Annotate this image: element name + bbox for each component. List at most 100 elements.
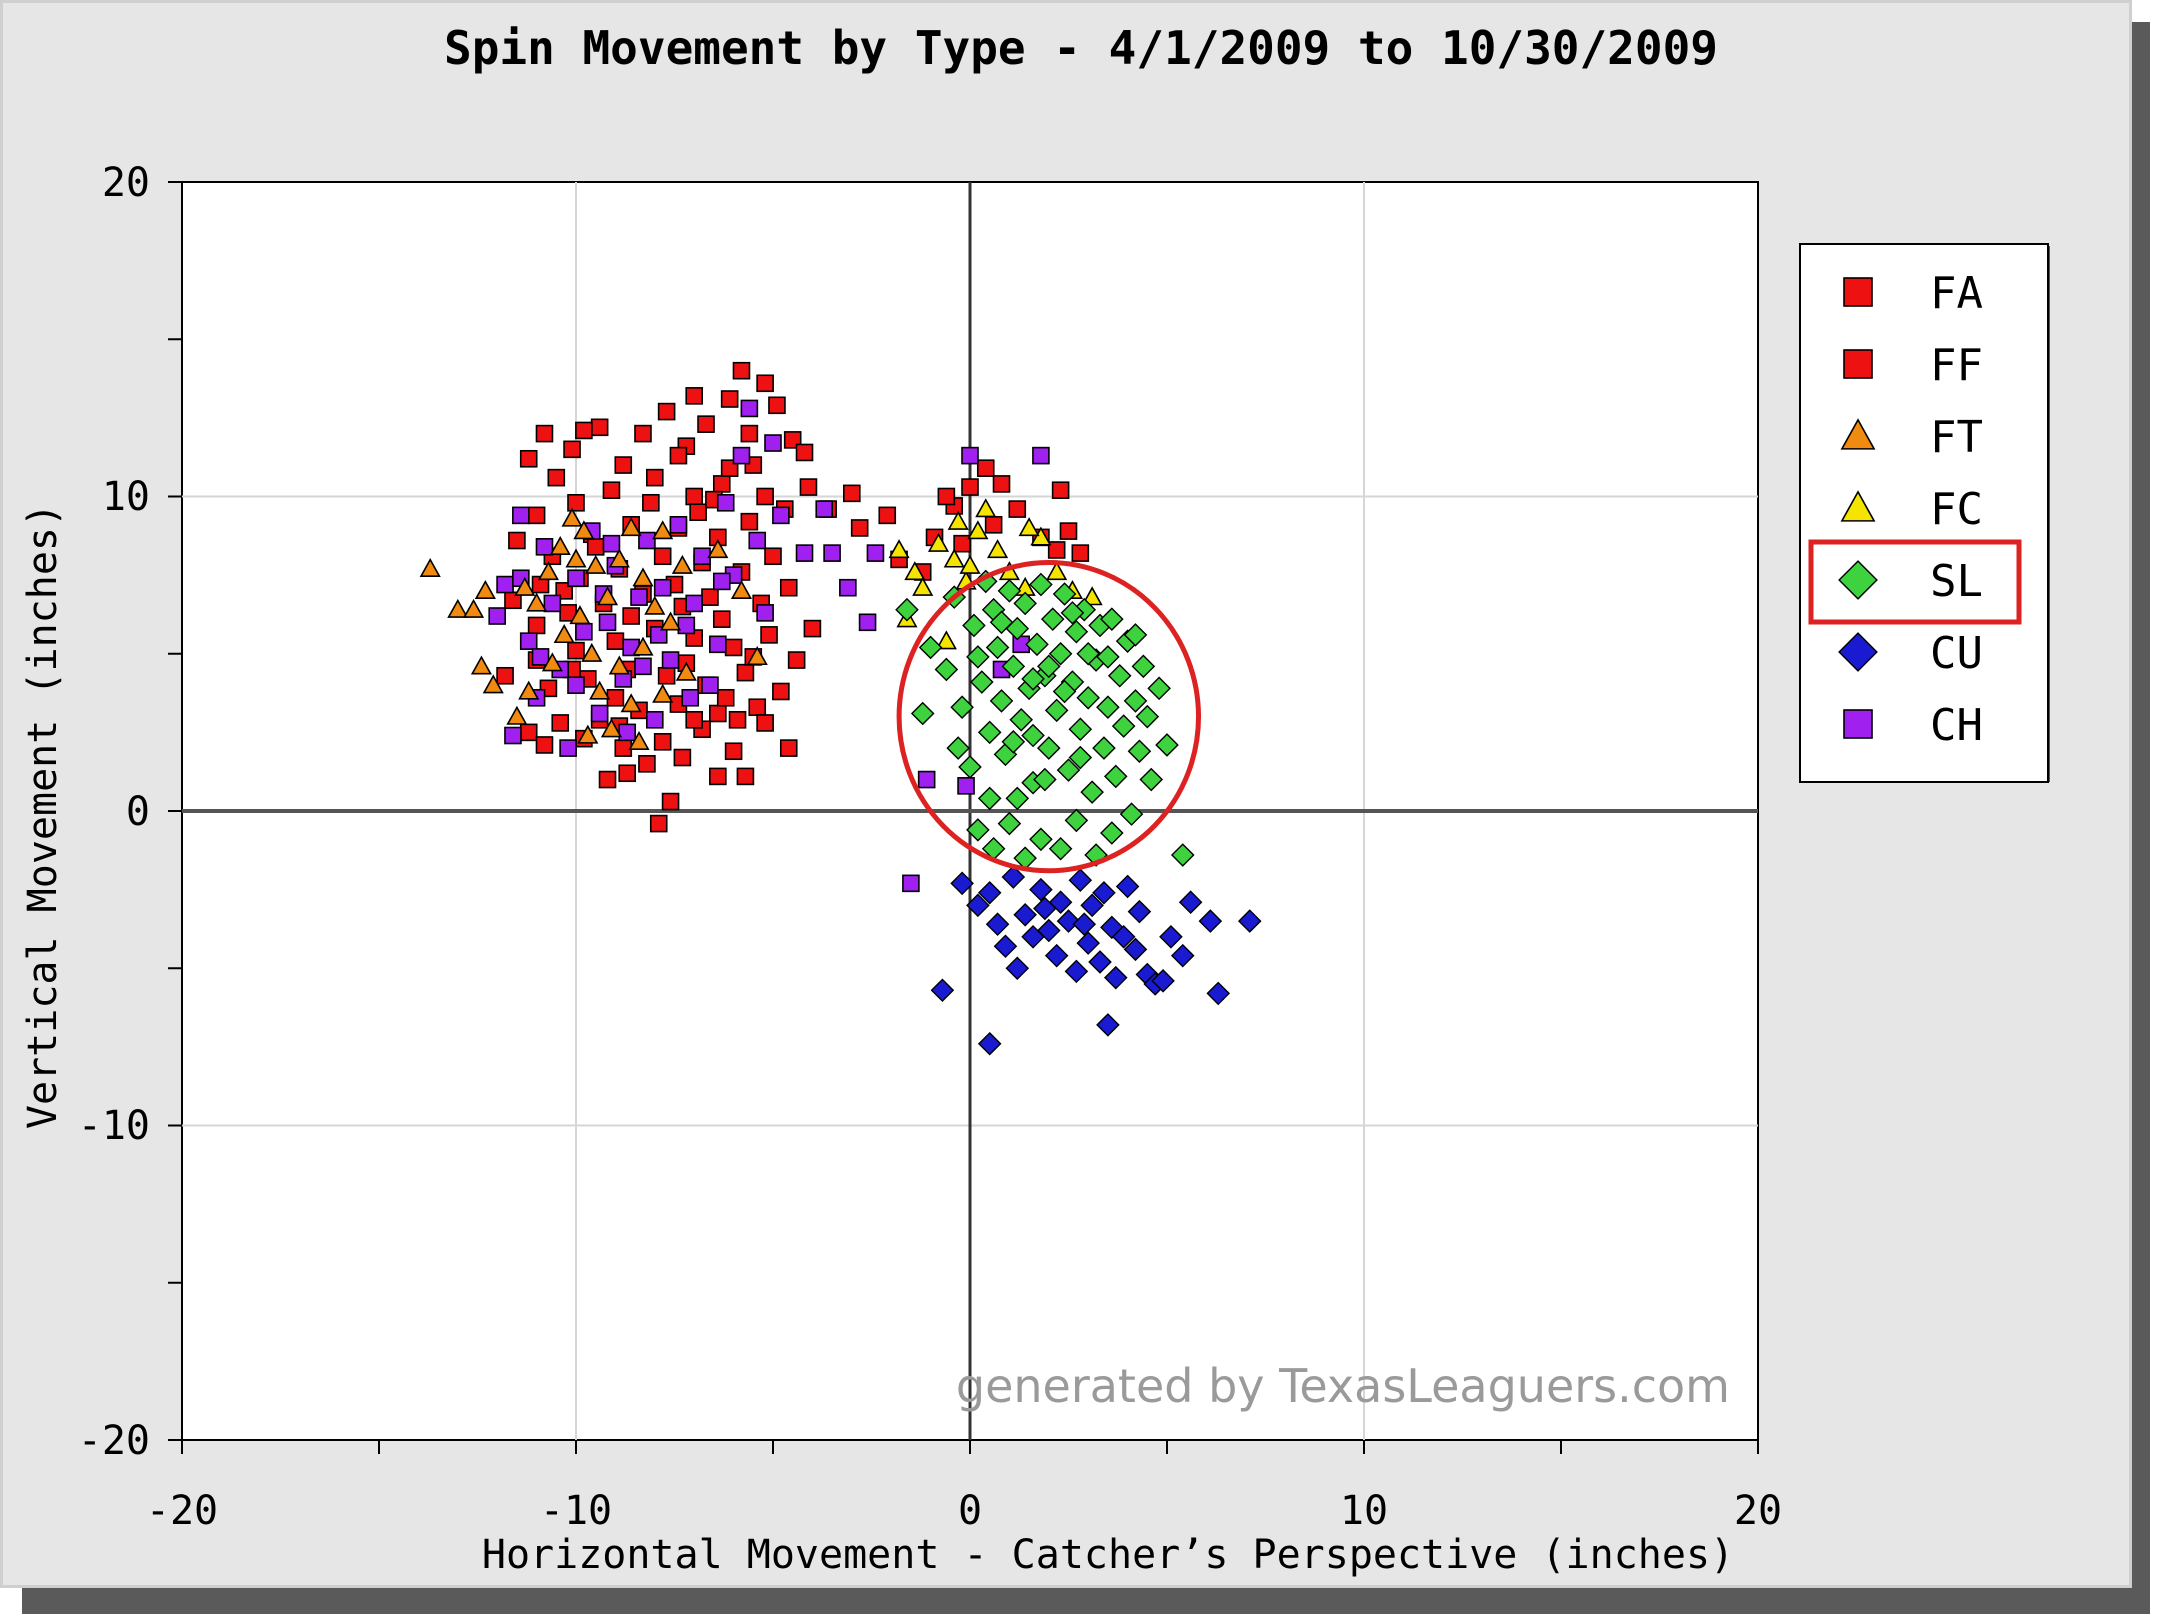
point-sl — [895, 597, 919, 622]
y-tick-labels: 20 10 0 -10 -20 — [78, 160, 150, 1464]
point-ff — [799, 478, 818, 496]
point-ch — [575, 622, 593, 641]
legend-label-fa: FA — [1930, 268, 1983, 319]
legend-marker-ff — [1843, 349, 1873, 379]
point-ff — [527, 616, 546, 635]
point-ft — [585, 554, 607, 574]
point-ff — [701, 588, 719, 606]
point-ff — [689, 503, 707, 522]
point-ff — [732, 361, 751, 380]
point-ft — [632, 567, 654, 587]
point-sl — [962, 613, 986, 638]
point-ff — [937, 487, 956, 506]
point-cu — [993, 934, 1018, 959]
point-sl — [1123, 623, 1148, 647]
point-cu — [1237, 909, 1262, 933]
point-ff — [567, 641, 585, 660]
point-ff — [622, 607, 640, 625]
point-fc — [943, 548, 965, 568]
point-ff — [712, 475, 731, 493]
point-ff — [598, 770, 617, 789]
point-ff — [779, 578, 798, 597]
point-cu — [1064, 959, 1089, 984]
point-ff — [519, 723, 538, 742]
point-ff — [709, 767, 727, 786]
point-ff — [953, 534, 971, 553]
point-ff — [586, 538, 605, 556]
point-ft — [565, 548, 587, 568]
point-ff — [606, 688, 625, 707]
point-ff — [976, 459, 995, 477]
point-ch — [669, 516, 688, 534]
point-ch — [512, 506, 530, 525]
point-cu — [977, 880, 1002, 905]
point-ff — [697, 415, 715, 433]
y-tick-label: -10 — [78, 1103, 150, 1149]
point-ff — [535, 424, 554, 443]
point-ft — [537, 561, 559, 581]
point-ft — [589, 680, 611, 700]
point-ch — [716, 493, 735, 512]
point-cu — [1029, 877, 1053, 902]
point-sl — [970, 670, 994, 694]
point-ft — [600, 718, 623, 738]
legend-box — [1799, 243, 2049, 783]
point-ch — [653, 578, 672, 597]
point-ch — [823, 544, 841, 562]
point-ch — [772, 506, 790, 525]
point-ff — [709, 704, 727, 723]
point-cu — [1151, 969, 1175, 993]
legend-label-ft: FT — [1930, 412, 1983, 463]
point-ch — [756, 604, 774, 622]
point-ff — [984, 516, 1003, 534]
point-ft — [474, 580, 496, 600]
point-cu — [1198, 909, 1223, 933]
point-ft — [447, 598, 469, 618]
point-ft — [644, 595, 666, 615]
point-fc — [1081, 586, 1103, 606]
point-cu — [1088, 950, 1112, 974]
point-cu — [1005, 956, 1030, 981]
point-sl — [1013, 591, 1037, 616]
point-sl — [1048, 641, 1073, 666]
point-sl — [946, 736, 970, 760]
point-ff — [795, 443, 814, 462]
point-ch — [712, 572, 731, 591]
y-tick-label: 10 — [102, 474, 150, 520]
point-ff — [1071, 544, 1090, 562]
point-ff — [653, 733, 672, 751]
point-ch — [902, 874, 920, 893]
point-ff — [787, 651, 806, 669]
point-cu — [977, 1031, 1002, 1056]
point-sl — [1139, 767, 1164, 792]
point-sl — [1064, 619, 1089, 644]
point-sl — [1037, 736, 1061, 760]
point-ch — [519, 632, 538, 650]
point-ch — [630, 588, 648, 606]
point-fc — [935, 630, 957, 650]
point-ff — [519, 449, 538, 468]
x-tick-labels: -20 -10 0 10 20 — [146, 1488, 1782, 1534]
point-cu — [1103, 965, 1128, 990]
point-sl — [1060, 601, 1085, 625]
point-cu — [1170, 943, 1195, 968]
point-ch — [709, 635, 727, 654]
point-ch — [567, 676, 585, 695]
point-ff — [685, 487, 704, 506]
point-ch — [543, 594, 562, 613]
point-cu — [1096, 1013, 1120, 1037]
point-sl — [910, 701, 935, 726]
point-ff — [736, 663, 755, 682]
axis-ticks — [168, 181, 1759, 1454]
point-sl — [977, 720, 1002, 745]
y-axis-label: Vertical Movement (inches) — [20, 503, 66, 1129]
point-fc — [927, 532, 950, 552]
point-ch — [567, 569, 585, 588]
point-ch — [740, 399, 759, 418]
point-sl — [1001, 730, 1026, 754]
point-ch — [858, 613, 877, 632]
point-fc — [912, 576, 934, 596]
point-cu — [1123, 937, 1148, 962]
point-ft — [549, 535, 571, 555]
